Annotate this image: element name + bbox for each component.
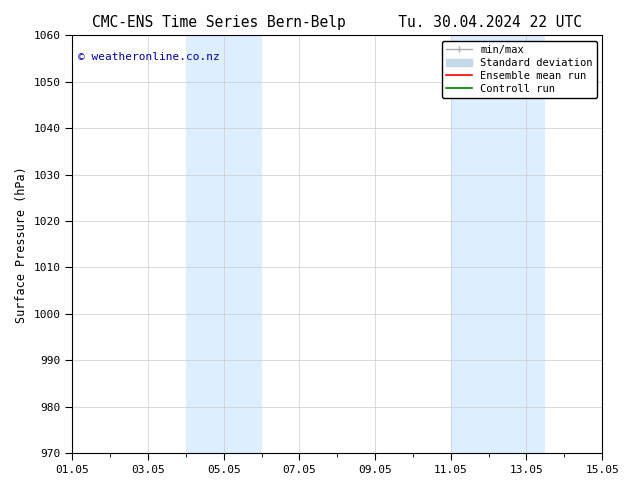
- Bar: [186, 35, 262, 453]
- Text: © weatheronline.co.nz: © weatheronline.co.nz: [77, 52, 219, 62]
- Bar: [451, 35, 545, 453]
- Y-axis label: Surface Pressure (hPa): Surface Pressure (hPa): [15, 166, 28, 322]
- Title: CMC-ENS Time Series Bern-Belp      Tu. 30.04.2024 22 UTC: CMC-ENS Time Series Bern-Belp Tu. 30.04.…: [92, 15, 582, 30]
- Legend: min/max, Standard deviation, Ensemble mean run, Controll run: min/max, Standard deviation, Ensemble me…: [442, 41, 597, 98]
